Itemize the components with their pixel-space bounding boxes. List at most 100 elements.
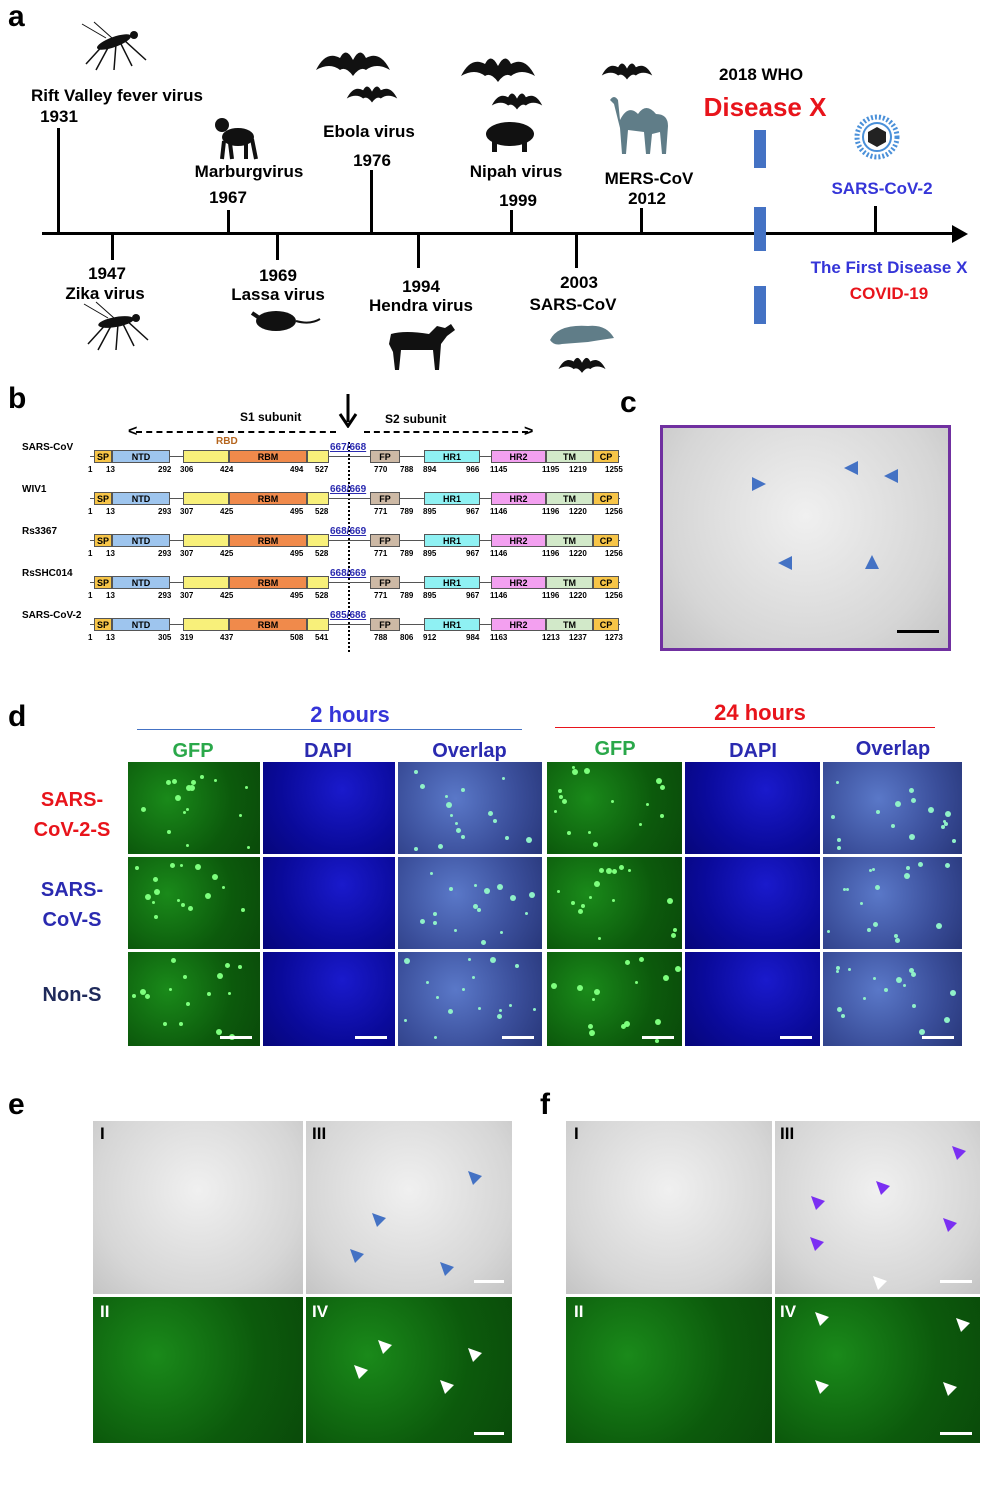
cell-dot bbox=[936, 922, 943, 929]
time-rule-2h bbox=[137, 729, 522, 730]
domain-sp: SP bbox=[94, 492, 112, 505]
residue-number: 1145 bbox=[490, 465, 508, 474]
residue-number: 967 bbox=[466, 507, 480, 516]
micrograph-cell bbox=[685, 857, 820, 949]
cell-dot bbox=[430, 871, 434, 875]
residue-number: 13 bbox=[106, 633, 115, 642]
panel-label-d: d bbox=[8, 700, 27, 733]
domain-rbm: RBM bbox=[229, 450, 307, 463]
cell-dot bbox=[911, 1004, 916, 1009]
cell-dot bbox=[140, 989, 147, 996]
timeline-event-year: 1976 bbox=[353, 151, 391, 170]
mosquito-icon bbox=[81, 21, 147, 71]
cell-dot bbox=[551, 982, 558, 989]
timeline-event-year: 1947 bbox=[88, 264, 126, 283]
residue-number: 306 bbox=[180, 465, 194, 474]
rbd-label: RBD bbox=[216, 436, 238, 447]
domain-ntd: NTD bbox=[112, 450, 170, 463]
arrowhead-marker-icon bbox=[440, 1380, 454, 1394]
cell-dot bbox=[883, 987, 888, 992]
cell-dot bbox=[183, 974, 188, 979]
domain-hr1: HR1 bbox=[424, 534, 480, 547]
scale-bar bbox=[940, 1280, 972, 1283]
cell-dot bbox=[659, 784, 665, 790]
row-label: SARS- CoV-S bbox=[40, 879, 104, 931]
cell-dot bbox=[435, 995, 439, 999]
micrograph-cell bbox=[398, 952, 542, 1046]
cleavage-site: 685/686 bbox=[330, 610, 367, 621]
blue-arrowhead-icon bbox=[844, 461, 858, 475]
domain-hr1: HR1 bbox=[424, 618, 480, 631]
residue-number: 895 bbox=[423, 549, 437, 558]
s1-arrow bbox=[136, 431, 336, 433]
micrograph-cell bbox=[128, 762, 260, 854]
residue-number: 788 bbox=[400, 465, 414, 474]
mosquito-icon bbox=[83, 301, 149, 351]
s1-arrowhead: < bbox=[128, 423, 138, 440]
cell-dot bbox=[628, 869, 632, 873]
cell-dot bbox=[593, 842, 599, 848]
timeline-event-name: MERS-CoV bbox=[604, 169, 694, 188]
residue-number: 528 bbox=[315, 591, 329, 600]
scale-bar bbox=[474, 1432, 504, 1435]
domain-rbd2 bbox=[307, 576, 329, 589]
domain-cp: CP bbox=[593, 576, 619, 589]
scale-bar bbox=[502, 1036, 534, 1039]
cell-dot bbox=[461, 987, 465, 991]
domain-cp: CP bbox=[593, 450, 619, 463]
domain-rbd1 bbox=[183, 534, 229, 547]
residue-number: 305 bbox=[158, 633, 172, 642]
cell-dot bbox=[940, 825, 945, 830]
domain-cp: CP bbox=[593, 492, 619, 505]
cell-dot bbox=[434, 1035, 438, 1039]
residue-number: 1 bbox=[88, 507, 93, 516]
cell-dot bbox=[432, 912, 437, 917]
domain-fp: FP bbox=[370, 450, 400, 463]
cell-dot bbox=[674, 965, 681, 972]
cell-dot bbox=[471, 976, 475, 980]
timeline-tick bbox=[575, 232, 578, 268]
cell-dot bbox=[525, 911, 529, 915]
cell-dot bbox=[635, 980, 639, 984]
virus-icon bbox=[854, 114, 900, 160]
residue-number: 307 bbox=[180, 591, 194, 600]
timeline-event-name: Hendra virus bbox=[369, 296, 473, 315]
row-label: Non-S bbox=[42, 984, 102, 1006]
residue-number: 1220 bbox=[569, 591, 587, 600]
cell-dot bbox=[403, 957, 410, 964]
cell-dot bbox=[891, 823, 896, 828]
micrograph-f-iv bbox=[775, 1297, 980, 1443]
cell-dot bbox=[489, 956, 496, 963]
column-header-dapi: DAPI bbox=[729, 740, 777, 762]
cell-dot bbox=[181, 902, 186, 907]
arrowhead-marker-icon bbox=[943, 1218, 957, 1232]
rat-icon bbox=[250, 311, 321, 331]
domain-ntd: NTD bbox=[112, 534, 170, 547]
residue-number: 437 bbox=[220, 633, 234, 642]
panel-label-a: a bbox=[8, 0, 25, 33]
cell-dot bbox=[171, 958, 177, 964]
timeline-tick bbox=[417, 232, 420, 268]
panel-label-b: b bbox=[8, 382, 27, 415]
cell-dot bbox=[186, 1002, 191, 1007]
cell-dot bbox=[951, 838, 956, 843]
cell-dot bbox=[611, 898, 615, 902]
cell-dot bbox=[152, 877, 158, 883]
column-header-gfp: GFP bbox=[172, 740, 214, 762]
micrograph-e-ii bbox=[93, 1297, 303, 1443]
micrograph-cell bbox=[128, 857, 260, 949]
cell-dot bbox=[468, 958, 472, 962]
cell-dot bbox=[553, 810, 557, 814]
cell-dot bbox=[895, 800, 902, 807]
cell-dot bbox=[227, 992, 231, 996]
monkey-icon bbox=[215, 118, 258, 160]
domain-sp: SP bbox=[94, 450, 112, 463]
domain-fp: FP bbox=[370, 534, 400, 547]
timeline-event-name: SARS-CoV bbox=[529, 295, 617, 314]
cell-dot bbox=[645, 803, 649, 806]
cell-dot bbox=[473, 883, 477, 887]
arrowhead-marker-icon bbox=[811, 1196, 825, 1210]
cell-dot bbox=[455, 828, 461, 834]
domain-ntd: NTD bbox=[112, 492, 170, 505]
residue-number: 13 bbox=[106, 507, 115, 516]
